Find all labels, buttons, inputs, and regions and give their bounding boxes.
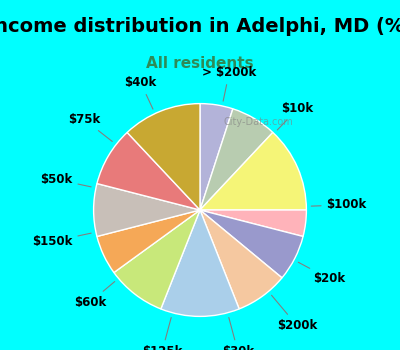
Text: $20k: $20k <box>298 262 346 286</box>
Wedge shape <box>161 210 239 316</box>
Text: > $200k: > $200k <box>202 66 256 101</box>
Text: Income distribution in Adelphi, MD (%): Income distribution in Adelphi, MD (%) <box>0 18 400 36</box>
Wedge shape <box>200 210 306 237</box>
Wedge shape <box>94 183 200 237</box>
Wedge shape <box>127 104 200 210</box>
Wedge shape <box>200 104 233 210</box>
Text: City-Data.com: City-Data.com <box>224 117 293 127</box>
Text: All residents: All residents <box>146 56 254 71</box>
Wedge shape <box>114 210 200 309</box>
Wedge shape <box>97 210 200 273</box>
Text: $75k: $75k <box>68 113 112 141</box>
Text: $60k: $60k <box>74 281 115 309</box>
Text: $50k: $50k <box>40 173 91 187</box>
Wedge shape <box>97 132 200 210</box>
Text: $10k: $10k <box>277 103 314 130</box>
Text: $100k: $100k <box>311 198 367 211</box>
Text: $30k: $30k <box>222 317 254 350</box>
Wedge shape <box>200 109 273 210</box>
Wedge shape <box>200 210 303 278</box>
Wedge shape <box>200 132 306 210</box>
Text: $125k: $125k <box>142 317 182 350</box>
Text: $150k: $150k <box>32 233 91 248</box>
Wedge shape <box>200 210 282 309</box>
Text: $200k: $200k <box>272 295 317 332</box>
Text: $40k: $40k <box>124 76 157 109</box>
